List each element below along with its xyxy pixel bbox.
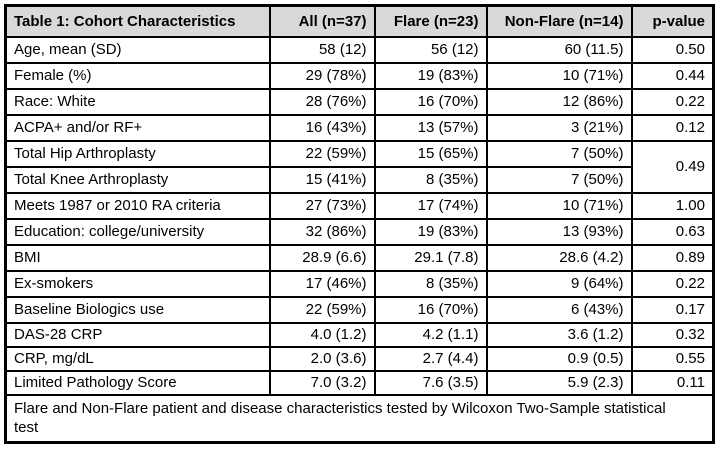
cell-all: 16 (43%) [268, 113, 376, 142]
cell-pvalue: 0.22 [630, 269, 715, 298]
cell-pvalue: 0.89 [630, 243, 715, 272]
row-label: Age, mean (SD) [4, 35, 271, 64]
cell-all: 29 (78%) [268, 61, 376, 90]
cell-nonflare: 5.9 (2.3) [485, 369, 633, 396]
table-row: Female (%) 29 (78%) 19 (83%) 10 (71%) 0.… [4, 61, 715, 90]
table-row: BMI 28.9 (6.6) 29.1 (7.8) 28.6 (4.2) 0.8… [4, 243, 715, 272]
cell-flare: 4.2 (1.1) [373, 321, 488, 348]
header-row: Table 1: Cohort Characteristics All (n=3… [4, 4, 715, 38]
table-footnote-row: Flare and Non-Flare patient and disease … [4, 393, 715, 444]
table-row: CRP, mg/dL 2.0 (3.6) 2.7 (4.4) 0.9 (0.5)… [4, 345, 715, 372]
row-label: BMI [4, 243, 271, 272]
cell-nonflare: 28.6 (4.2) [485, 243, 633, 272]
header-table-title: Table 1: Cohort Characteristics [4, 4, 271, 38]
row-label: DAS-28 CRP [4, 321, 271, 348]
cell-all: 58 (12) [268, 35, 376, 64]
cell-nonflare: 7 (50%) [485, 139, 633, 168]
header-col-nonflare: Non-Flare (n=14) [485, 4, 633, 38]
table-row: Meets 1987 or 2010 RA criteria 27 (73%) … [4, 191, 715, 220]
cell-all: 27 (73%) [268, 191, 376, 220]
header-col-all: All (n=37) [268, 4, 376, 38]
cell-pvalue: 0.17 [630, 295, 715, 324]
cell-flare: 7.6 (3.5) [373, 369, 488, 396]
cell-flare: 13 (57%) [373, 113, 488, 142]
header-col-flare: Flare (n=23) [373, 4, 488, 38]
row-label: Limited Pathology Score [4, 369, 271, 396]
cell-flare: 29.1 (7.8) [373, 243, 488, 272]
cell-pvalue: 0.63 [630, 217, 715, 246]
table-row: ACPA+ and/or RF+ 16 (43%) 13 (57%) 3 (21… [4, 113, 715, 142]
cell-all: 15 (41%) [268, 165, 376, 194]
cell-all: 4.0 (1.2) [268, 321, 376, 348]
cell-pvalue-merged: 0.49 [630, 139, 715, 194]
row-label: Ex-smokers [4, 269, 271, 298]
row-label: Female (%) [4, 61, 271, 90]
row-label: Total Hip Arthroplasty [4, 139, 271, 168]
row-label: Race: White [4, 87, 271, 116]
table-row: Limited Pathology Score 7.0 (3.2) 7.6 (3… [4, 369, 715, 396]
cell-flare: 8 (35%) [373, 269, 488, 298]
row-label: ACPA+ and/or RF+ [4, 113, 271, 142]
row-label: Meets 1987 or 2010 RA criteria [4, 191, 271, 220]
row-label: Education: college/university [4, 217, 271, 246]
cell-pvalue: 0.11 [630, 369, 715, 396]
table-row: Total Knee Arthroplasty 15 (41%) 8 (35%)… [4, 165, 714, 194]
table-row: Total Hip Arthroplasty 22 (59%) 15 (65%)… [4, 139, 715, 194]
cell-nonflare: 0.9 (0.5) [485, 345, 633, 372]
table-row: Baseline Biologics use 22 (59%) 16 (70%)… [4, 295, 715, 324]
cohort-characteristics-table: Table 1: Cohort Characteristics All (n=3… [4, 4, 715, 444]
cell-all: 28.9 (6.6) [268, 243, 376, 272]
cell-flare: 56 (12) [373, 35, 488, 64]
table-row: Ex-smokers 17 (46%) 8 (35%) 9 (64%) 0.22 [4, 269, 715, 298]
row-label: Total Knee Arthroplasty [4, 165, 271, 194]
cell-nonflare: 10 (71%) [485, 61, 633, 90]
cell-flare: 17 (74%) [373, 191, 488, 220]
table-row: DAS-28 CRP 4.0 (1.2) 4.2 (1.1) 3.6 (1.2)… [4, 321, 715, 348]
cell-all: 7.0 (3.2) [268, 369, 376, 396]
cell-all: 17 (46%) [268, 269, 376, 298]
cell-pvalue: 1.00 [630, 191, 715, 220]
header-col-pvalue: p-value [630, 4, 715, 38]
cell-nonflare: 3.6 (1.2) [485, 321, 633, 348]
table-footnote: Flare and Non-Flare patient and disease … [4, 393, 715, 444]
table-row: Age, mean (SD) 58 (12) 56 (12) 60 (11.5)… [4, 35, 715, 64]
cell-flare: 19 (83%) [373, 61, 488, 90]
cell-flare: 16 (70%) [373, 295, 488, 324]
cell-nonflare: 12 (86%) [485, 87, 633, 116]
cell-flare: 8 (35%) [373, 165, 488, 194]
cell-nonflare: 10 (71%) [485, 191, 633, 220]
cell-all: 2.0 (3.6) [268, 345, 376, 372]
cell-pvalue: 0.55 [630, 345, 715, 372]
cell-flare: 16 (70%) [373, 87, 488, 116]
cell-pvalue: 0.12 [630, 113, 715, 142]
cell-flare: 19 (83%) [373, 217, 488, 246]
cell-pvalue: 0.22 [630, 87, 715, 116]
cell-flare: 2.7 (4.4) [373, 345, 488, 372]
cell-flare: 15 (65%) [373, 139, 488, 168]
cell-all: 22 (59%) [268, 139, 376, 168]
table-row: Education: college/university 32 (86%) 1… [4, 217, 715, 246]
cell-all: 32 (86%) [268, 217, 376, 246]
cell-nonflare: 7 (50%) [485, 165, 633, 194]
cell-all: 22 (59%) [268, 295, 376, 324]
cell-all: 28 (76%) [268, 87, 376, 116]
cell-nonflare: 6 (43%) [485, 295, 633, 324]
cell-pvalue: 0.50 [630, 35, 715, 64]
cell-pvalue: 0.44 [630, 61, 715, 90]
row-label: CRP, mg/dL [4, 345, 271, 372]
cell-nonflare: 3 (21%) [485, 113, 633, 142]
row-label: Baseline Biologics use [4, 295, 271, 324]
cell-nonflare: 13 (93%) [485, 217, 633, 246]
cell-pvalue: 0.32 [630, 321, 715, 348]
cell-nonflare: 60 (11.5) [485, 35, 633, 64]
table-row: Race: White 28 (76%) 16 (70%) 12 (86%) 0… [4, 87, 715, 116]
cell-nonflare: 9 (64%) [485, 269, 633, 298]
